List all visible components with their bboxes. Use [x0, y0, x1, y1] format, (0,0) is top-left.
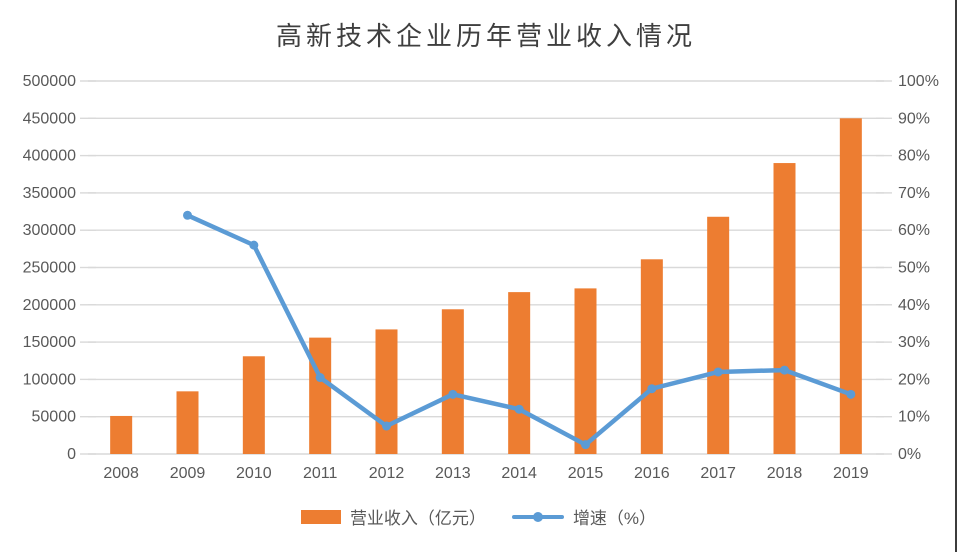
chart-legend: 营业收入（亿元） 增速（%）: [0, 504, 957, 529]
x-axis-label: 2010: [236, 465, 272, 482]
bar-2009: [176, 391, 199, 454]
left-axis-tick-label: 400000: [23, 148, 76, 165]
line-point: [315, 373, 325, 383]
bar-2016: [640, 259, 663, 454]
left-axis-tick-label: 0: [67, 446, 76, 463]
legend-line-marker-icon: [532, 511, 543, 522]
bar-2018: [773, 163, 796, 454]
x-axis-label: 2013: [435, 465, 471, 482]
right-axis-tick-label: 20%: [898, 371, 930, 388]
legend-item-revenue: 营业收入（亿元）: [300, 504, 486, 529]
right-axis-tick-label: 30%: [898, 334, 930, 351]
legend-item-growth: 增速（%）: [511, 504, 657, 529]
bar-2014: [508, 292, 531, 454]
line-point: [249, 240, 259, 250]
left-axis-tick-label: 350000: [23, 185, 76, 202]
left-axis-tick-label: 450000: [23, 110, 76, 127]
bar-2012: [375, 329, 398, 454]
line-point: [581, 440, 590, 450]
chart-title: 高新技术企业历年营业收入情况: [275, 22, 696, 52]
x-axis-label: 2008: [103, 465, 139, 482]
right-axis-tick-label: 60%: [898, 222, 930, 239]
bar-2010: [242, 356, 265, 454]
line-point: [647, 384, 657, 394]
x-axis-label: 2011: [303, 465, 338, 482]
line-point: [514, 404, 524, 414]
line-point: [713, 367, 723, 377]
legend-line-label: 增速（%）: [572, 509, 657, 528]
legend-line-swatch-icon: [511, 511, 564, 522]
x-axis-label: 2009: [170, 465, 206, 482]
bar-2015: [574, 288, 597, 454]
left-axis-tick-label: 150000: [23, 334, 76, 351]
right-axis-tick-label: 10%: [898, 409, 930, 426]
left-axis-tick-label: 50000: [32, 409, 77, 426]
x-axis-label: 2018: [767, 465, 803, 482]
bar-2017: [707, 216, 730, 454]
line-point: [448, 389, 458, 399]
legend-bar-swatch-icon: [300, 509, 341, 524]
right-axis-tick-label: 70%: [898, 185, 930, 202]
line-point: [846, 389, 856, 399]
right-axis-tick-label: 90%: [898, 110, 930, 127]
bar-2008: [110, 415, 133, 454]
left-axis-tick-label: 250000: [23, 260, 76, 277]
left-axis-tick-label: 200000: [23, 297, 76, 314]
right-axis-tick-label: 40%: [898, 297, 930, 314]
bar-2013: [441, 309, 464, 454]
right-axis-tick-label: 100%: [898, 73, 939, 90]
line-point: [780, 365, 789, 375]
right-axis-tick-label: 80%: [898, 148, 930, 165]
x-axis-label: 2017: [700, 465, 736, 482]
right-axis-tick-label: 50%: [898, 260, 930, 277]
screenshot-right-border: [955, 0, 957, 552]
x-axis-label: 2015: [568, 465, 604, 482]
bar-2019: [839, 118, 862, 455]
x-axis-label: 2019: [833, 465, 869, 482]
x-axis-label: 2016: [634, 465, 670, 482]
line-point: [183, 210, 192, 220]
bar-2011: [309, 337, 332, 454]
legend-bar-label: 营业收入（亿元）: [349, 509, 486, 528]
left-axis-tick-label: 100000: [23, 371, 76, 388]
left-axis-tick-label: 500000: [23, 73, 76, 90]
right-axis-tick-label: 0%: [898, 446, 921, 463]
left-axis-tick-label: 300000: [23, 222, 76, 239]
line-point: [382, 421, 391, 431]
x-axis-label: 2012: [369, 465, 405, 482]
x-axis-label: 2014: [501, 465, 537, 482]
